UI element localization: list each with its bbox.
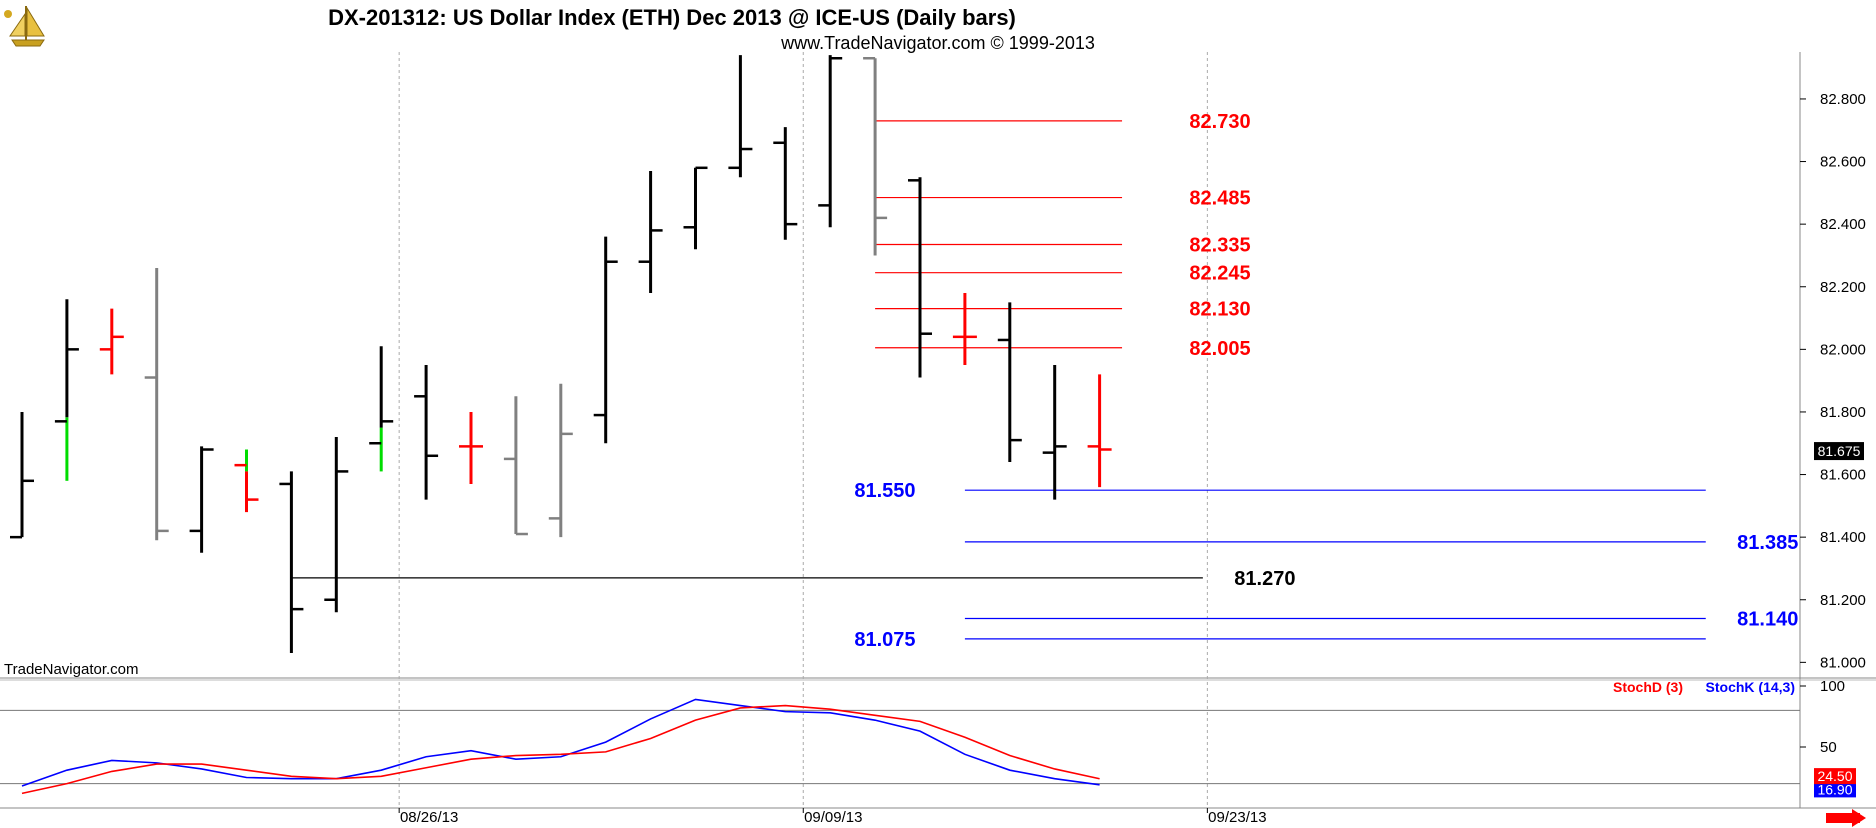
ohlc-bar <box>863 57 888 256</box>
stochastic-panel: 100 50 <box>0 678 1845 795</box>
ohlc-bar <box>144 267 169 541</box>
ohlc-bar <box>548 383 573 538</box>
stoch-y-tick-label: 100 <box>1820 678 1845 695</box>
stoch-d-last-label: 24.50 <box>1817 768 1852 784</box>
ohlc-bar <box>369 346 394 472</box>
y-tick-label: 81.400 <box>1820 529 1866 546</box>
level-label: 81.075 <box>854 629 915 651</box>
x-tick-label: 09/23/13 <box>1208 809 1266 826</box>
ohlc-bar <box>1087 374 1112 488</box>
level-label: 82.335 <box>1189 234 1250 256</box>
ohlc-bar <box>189 446 214 553</box>
ohlc-bar <box>279 471 304 653</box>
y-tick-label: 82.400 <box>1820 216 1866 233</box>
ohlc-bar <box>908 177 932 378</box>
last-price-label: 81.675 <box>1818 443 1861 459</box>
y-tick-label: 81.600 <box>1820 467 1866 484</box>
ohlc-bar <box>324 436 349 613</box>
ohlc-bar <box>503 396 528 536</box>
ohlc-bar <box>773 127 798 240</box>
ohlc-bar <box>234 449 259 513</box>
y-tick-label: 82.200 <box>1820 279 1866 296</box>
ohlc-bar <box>54 299 79 481</box>
level-label: 81.270 <box>1234 568 1295 590</box>
y-tick-label: 82.000 <box>1820 341 1866 358</box>
arrow-right-icon[interactable] <box>1826 809 1866 827</box>
ohlc-bar <box>997 302 1022 463</box>
ohlc-bar <box>728 55 753 178</box>
price-levels: 82.730 82.485 82.335 82.245 82.130 82.005 81.5… <box>291 111 1798 651</box>
legend-stoch-d: StochD (3) <box>1613 679 1683 695</box>
level-label: 82.485 <box>1189 188 1250 210</box>
level-label: 82.005 <box>1189 338 1250 360</box>
ohlc-bar <box>638 170 663 294</box>
ohlc-bar <box>683 166 708 250</box>
level-label: 81.140 <box>1737 609 1798 631</box>
ohlc-bar <box>952 293 977 365</box>
y-tick-label: 81.200 <box>1820 592 1866 609</box>
trade-navigator-logo <box>4 4 48 48</box>
stoch-value-tags: 16.90 24.50 <box>1814 768 1856 798</box>
ohlc-bar <box>10 411 34 539</box>
stoch-d-line <box>21 704 1100 795</box>
ohlc-bar <box>1042 365 1067 500</box>
stoch-k-last-label: 16.90 <box>1817 781 1852 797</box>
price-axis: 81.000 81.200 81.400 81.600 81.800 82.000 82.2… <box>1800 91 1866 671</box>
ohlc-bar <box>818 55 843 228</box>
y-tick-label: 82.800 <box>1820 91 1866 108</box>
level-label: 82.130 <box>1189 299 1250 321</box>
level-label: 82.245 <box>1189 263 1250 285</box>
level-label: 81.385 <box>1737 532 1798 554</box>
y-tick-label: 82.600 <box>1820 154 1866 171</box>
ohlc-bar <box>593 236 618 444</box>
ohlc-bars <box>10 55 1112 653</box>
watermark: TradeNavigator.com <box>4 661 139 678</box>
x-tick-label: 09/09/13 <box>804 809 862 826</box>
ohlc-bar <box>459 411 483 484</box>
stoch-k-line <box>21 698 1100 787</box>
chart-subtitle: www.TradeNavigator.com © 1999-2013 <box>780 33 1095 53</box>
x-tick-label: 08/26/13 <box>400 809 458 826</box>
stoch-y-tick-label: 50 <box>1820 739 1837 756</box>
y-tick-label: 81.000 <box>1820 654 1866 671</box>
legend-stoch-k: StochK (14,3) <box>1706 679 1795 695</box>
time-axis: 08/26/13 09/09/13 09/23/13 <box>398 808 1267 826</box>
y-tick-label: 81.800 <box>1820 404 1866 421</box>
ohlc-bar <box>414 365 439 500</box>
vertical-gridlines <box>398 52 1208 808</box>
chart-title: DX-201312: US Dollar Index (ETH) Dec 201… <box>328 5 1016 30</box>
last-price-tag: 81.675 <box>1814 442 1864 461</box>
level-label: 81.550 <box>854 480 915 502</box>
ohlc-bar <box>99 308 124 375</box>
level-label: 82.730 <box>1189 111 1250 133</box>
